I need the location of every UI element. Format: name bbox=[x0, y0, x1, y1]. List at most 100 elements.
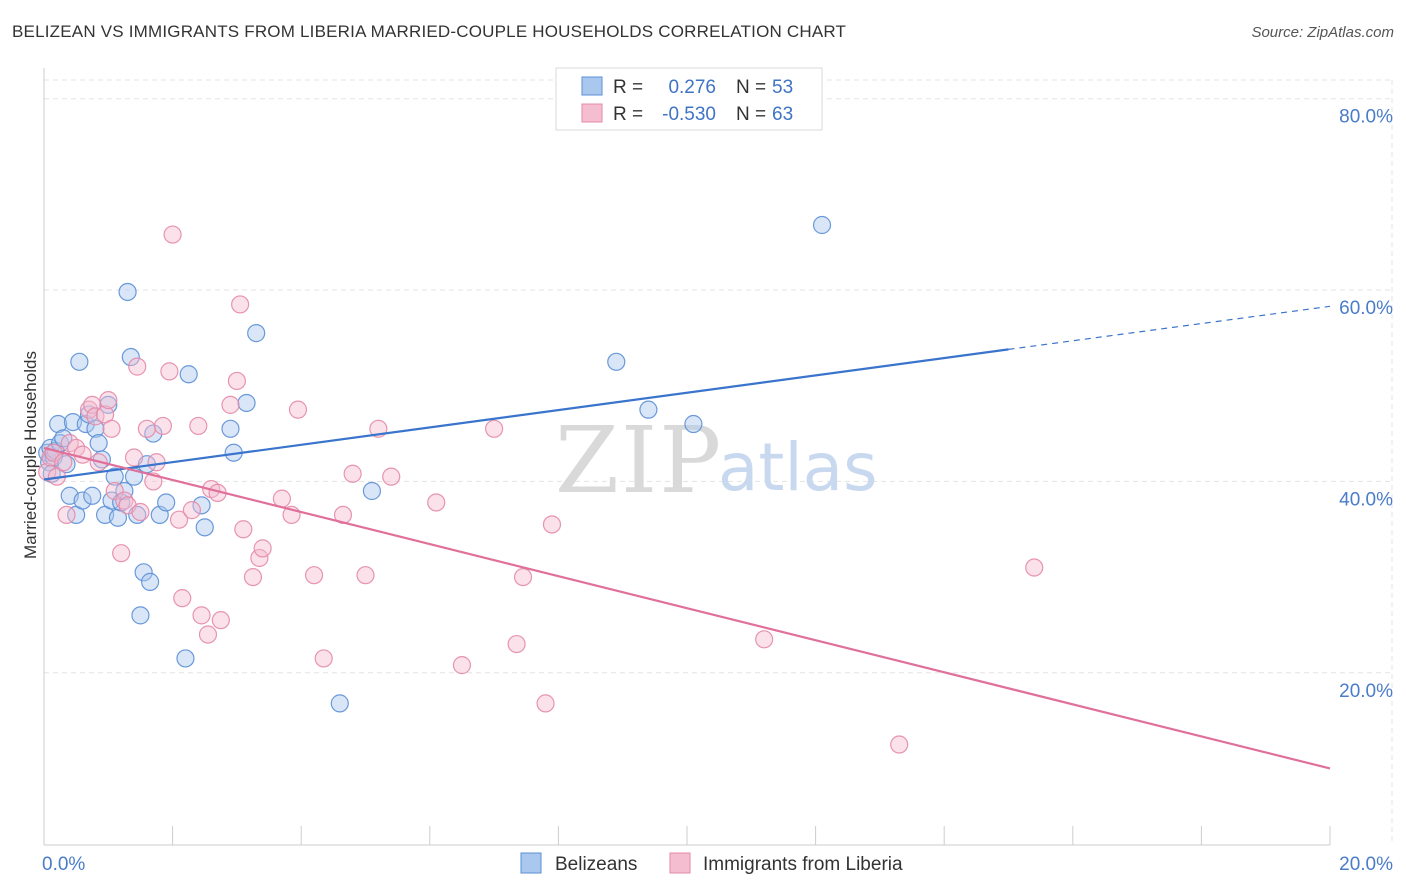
liberia-point-23 bbox=[137, 419, 156, 438]
bottom-legend: Belizeans Immigrants from Liberia bbox=[520, 852, 903, 875]
y-tick-label-80: 80.0% bbox=[1339, 107, 1393, 128]
belizeans-point-15 bbox=[76, 414, 95, 434]
trend-line-liberia bbox=[43, 446, 1331, 770]
liberia-point-39 bbox=[227, 371, 246, 391]
liberia-point-51 bbox=[343, 464, 362, 483]
x-tick-labels: 0.0% 20.0% bbox=[42, 854, 1393, 875]
belizeans-point-44 bbox=[237, 393, 256, 413]
liberia-point-22 bbox=[131, 502, 150, 522]
belizeans-point-38 bbox=[176, 649, 195, 668]
liberia-point-43 bbox=[250, 548, 269, 568]
belizeans-point-37 bbox=[140, 572, 160, 591]
belizeans-point-41 bbox=[192, 496, 211, 515]
liberia-point-38 bbox=[221, 395, 240, 414]
y-tick-label-40: 40.0% bbox=[1339, 489, 1393, 510]
liberia-point-54 bbox=[382, 467, 401, 486]
liberia-point-26 bbox=[153, 416, 173, 436]
liberia-point-15 bbox=[102, 419, 121, 438]
liberia-point-48 bbox=[304, 566, 324, 585]
liberia-point-28 bbox=[163, 225, 182, 244]
chart-source: Source: ZipAtlas.com bbox=[1251, 24, 1394, 41]
liberia-point-27 bbox=[160, 362, 179, 381]
belizeans-point-14 bbox=[73, 491, 92, 510]
liberia-point-16 bbox=[105, 481, 124, 501]
belizeans-point-35 bbox=[157, 493, 176, 512]
liberia-point-63 bbox=[890, 735, 909, 754]
belizeans-point-50 bbox=[684, 414, 703, 434]
trend-lines bbox=[43, 305, 1331, 770]
liberia-point-37 bbox=[211, 611, 230, 630]
belizeans-point-39 bbox=[179, 365, 198, 384]
belizeans-point-51 bbox=[812, 215, 832, 235]
belizeans-point-29 bbox=[121, 347, 140, 367]
legend-r-label-2: R = bbox=[613, 104, 643, 125]
legend-swatch-belizeans bbox=[581, 76, 603, 96]
belizeans-point-40 bbox=[195, 518, 214, 537]
belizeans-point-48 bbox=[607, 352, 626, 371]
liberia-point-61 bbox=[542, 515, 562, 534]
watermark-zip: ZIP bbox=[555, 407, 723, 514]
liberia-point-41 bbox=[234, 520, 253, 539]
liberia-point-33 bbox=[192, 606, 211, 625]
liberia-point-55 bbox=[427, 493, 446, 512]
y-tick-label-20: 20.0% bbox=[1339, 681, 1393, 702]
liberia-point-57 bbox=[485, 419, 504, 438]
belizeans-point-6 bbox=[49, 414, 68, 434]
liberia-point-14 bbox=[99, 390, 118, 410]
belizeans-point-13 bbox=[70, 352, 89, 371]
liberia-point-0 bbox=[38, 462, 57, 481]
liberia-point-47 bbox=[288, 400, 308, 419]
legend-n-value-1: 53 bbox=[772, 77, 793, 98]
belizeans-point-36 bbox=[131, 606, 150, 625]
liberia-point-8 bbox=[73, 445, 92, 464]
bottom-legend-liberia: Immigrants from Liberia bbox=[703, 854, 903, 875]
belizeans-point-25 bbox=[108, 508, 128, 527]
liberia-point-59 bbox=[513, 567, 533, 587]
belizeans-point-47 bbox=[362, 481, 382, 501]
belizeans-point-24 bbox=[105, 467, 124, 486]
legend-n-value-2: 63 bbox=[772, 104, 793, 125]
belizeans-point-17 bbox=[83, 486, 102, 505]
liberia-point-44 bbox=[253, 539, 272, 558]
liberia-point-29 bbox=[169, 510, 189, 529]
bottom-legend-swatch-liberia bbox=[669, 852, 691, 874]
y-tick-labels: 20.0% 40.0% 60.0% 80.0% bbox=[1339, 107, 1393, 702]
liberia-point-52 bbox=[356, 566, 375, 585]
belizeans-point-9 bbox=[57, 455, 76, 474]
grid-lines bbox=[44, 79, 1393, 845]
legend-r-label-1: R = bbox=[613, 77, 643, 98]
liberia-point-42 bbox=[243, 567, 263, 587]
legend: R = 0.276 N = 53 R = -0.530 N = 63 bbox=[555, 67, 823, 131]
belizeans-point-18 bbox=[86, 419, 105, 438]
belizeans-point-19 bbox=[89, 434, 108, 453]
chart-title: BELIZEAN VS IMMIGRANTS FROM LIBERIA MARR… bbox=[12, 22, 847, 41]
liberia-point-45 bbox=[272, 489, 292, 508]
legend-r-value-1: 0.276 bbox=[668, 77, 716, 98]
trend-line-belizeans bbox=[43, 348, 1009, 481]
liberia-point-60 bbox=[536, 694, 555, 713]
liberia-point-32 bbox=[189, 416, 208, 436]
watermark: ZIP atlas bbox=[555, 407, 878, 514]
belizeans-point-22 bbox=[99, 395, 118, 414]
liberia-point-30 bbox=[173, 589, 192, 608]
liberia-point-56 bbox=[452, 656, 472, 675]
liberia-point-58 bbox=[507, 634, 526, 654]
liberia-point-4 bbox=[54, 453, 73, 472]
legend-n-label-2: N = bbox=[736, 104, 766, 125]
x-tick-label-20: 20.0% bbox=[1339, 854, 1393, 875]
liberia-point-21 bbox=[128, 357, 147, 376]
belizeans-point-27 bbox=[115, 481, 134, 501]
belizeans-point-49 bbox=[639, 400, 658, 419]
belizeans-point-46 bbox=[330, 694, 349, 713]
legend-r-value-2: -0.530 bbox=[662, 104, 716, 125]
liberia-point-25 bbox=[147, 453, 166, 472]
trend-line-belizeans-extension bbox=[1008, 305, 1331, 350]
liberia-point-17 bbox=[112, 544, 131, 563]
liberia-point-62 bbox=[755, 630, 774, 649]
liberia-point-20 bbox=[124, 448, 144, 467]
axes bbox=[43, 68, 1331, 846]
watermark-atlas: atlas bbox=[718, 429, 878, 506]
series-liberia bbox=[38, 225, 1044, 754]
y-tick-label-60: 60.0% bbox=[1339, 298, 1393, 319]
